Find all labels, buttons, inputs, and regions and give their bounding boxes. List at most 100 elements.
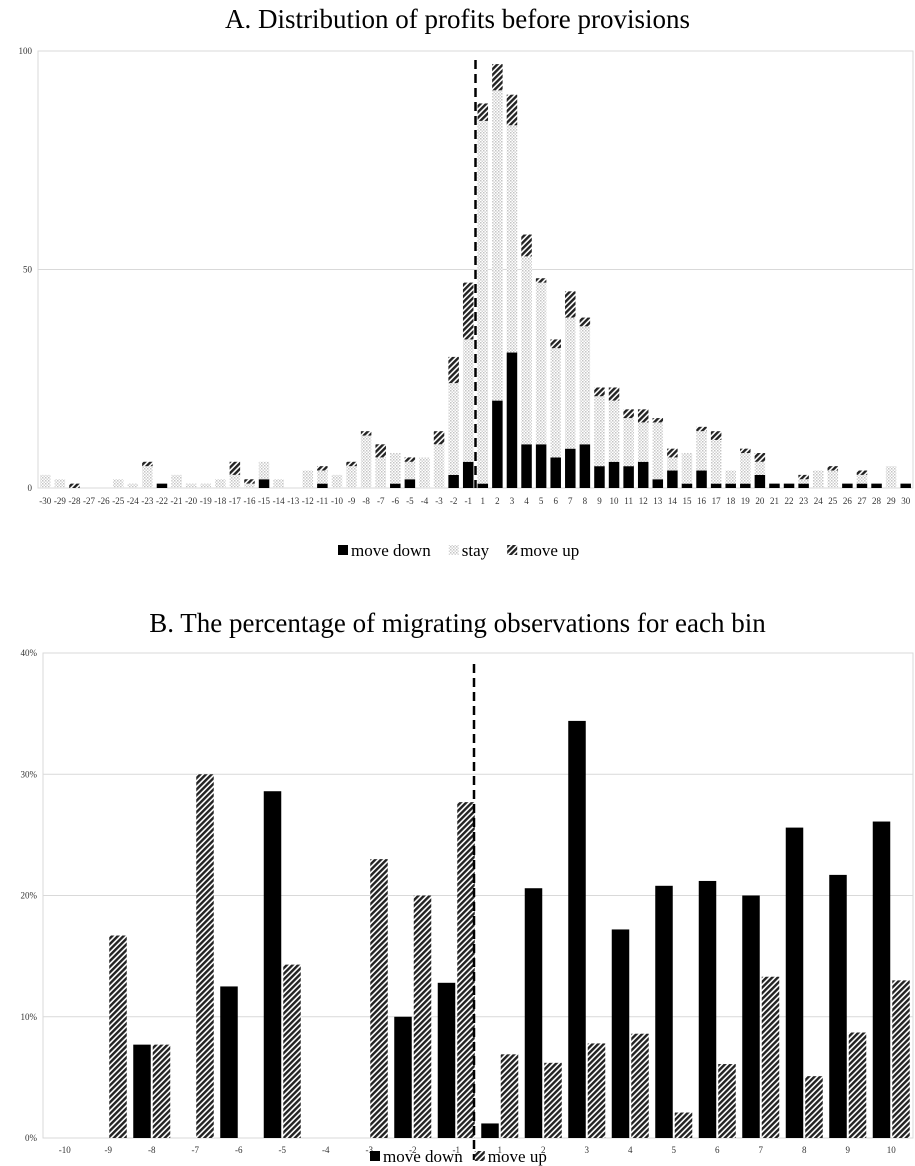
- x-tick-label: -7: [377, 496, 385, 506]
- bar-move-up: [283, 964, 301, 1138]
- x-tick-label: 8: [583, 496, 588, 506]
- legend-swatch: [448, 545, 459, 555]
- legend-label: move up: [488, 1147, 547, 1166]
- chart-a-title: A. Distribution of profits before provis…: [225, 4, 690, 34]
- x-tick-label: -16: [243, 496, 255, 506]
- bar-move-down: [568, 720, 586, 1138]
- bar-stay: [390, 453, 401, 484]
- bar-move-up: [492, 64, 503, 91]
- x-tick-label: -10: [331, 496, 343, 506]
- bar-stay: [506, 125, 518, 353]
- legend-label: move up: [520, 541, 579, 560]
- x-tick-label: 6: [715, 1145, 720, 1155]
- bar-move-up: [69, 483, 80, 488]
- bar-stay: [433, 444, 445, 488]
- bar-move-down: [742, 895, 760, 1138]
- bar-move-down: [900, 483, 911, 488]
- x-tick-label: -29: [54, 496, 66, 506]
- bar-move-down: [740, 483, 751, 488]
- bar-move-down: [220, 986, 238, 1138]
- bar-move-down: [524, 888, 543, 1138]
- bar-move-down: [725, 483, 736, 488]
- bar-move-down: [856, 483, 868, 488]
- x-tick-label: -10: [59, 1145, 71, 1155]
- bar-stay: [565, 317, 576, 449]
- bar-move-down: [872, 821, 891, 1138]
- bar-stay: [550, 348, 561, 458]
- x-tick-label: 26: [843, 496, 853, 506]
- x-tick-label: -8: [148, 1145, 156, 1155]
- y-tick-label: 30%: [21, 769, 38, 779]
- bar-move-down: [710, 483, 722, 488]
- x-tick-label: -15: [258, 496, 270, 506]
- x-tick-label: -2: [450, 496, 458, 506]
- bar-move-up: [229, 461, 241, 475]
- bar-stay: [302, 470, 314, 488]
- bar-stay: [477, 120, 489, 484]
- bar-move-up: [740, 448, 751, 454]
- bar-move-down: [535, 444, 547, 488]
- x-tick-label: 19: [741, 496, 751, 506]
- x-tick-label: 5: [539, 496, 544, 506]
- bar-move-down: [390, 483, 401, 488]
- x-tick-label: 18: [726, 496, 736, 506]
- bar-move-down: [565, 448, 576, 488]
- x-tick-label: 3: [510, 496, 515, 506]
- x-tick-label: -5: [406, 496, 414, 506]
- bar-move-up: [718, 1064, 736, 1138]
- bar-move-down: [754, 474, 766, 488]
- x-tick-label: 20: [755, 496, 765, 506]
- bar-stay: [710, 439, 722, 484]
- x-tick-label: -6: [235, 1145, 243, 1155]
- x-tick-label: -4: [322, 1145, 330, 1155]
- y-tick-label: 0: [28, 483, 33, 493]
- bar-move-up: [696, 426, 707, 432]
- x-tick-label: -28: [68, 496, 80, 506]
- chart-b-title: B. The percentage of migrating observati…: [149, 608, 766, 638]
- bar-stay: [856, 474, 868, 484]
- bar-stay: [652, 422, 664, 480]
- bar-move-down: [829, 874, 847, 1138]
- bar-move-down: [637, 461, 649, 488]
- bar-move-down: [263, 791, 282, 1138]
- bar-move-up: [805, 1076, 823, 1138]
- bar-stay: [244, 483, 255, 488]
- bar-stay: [885, 466, 897, 488]
- bar-stay: [185, 483, 197, 488]
- bar-stay: [754, 461, 766, 475]
- x-tick-label: -3: [435, 496, 443, 506]
- bar-move-down: [611, 929, 630, 1138]
- x-tick-label: 24: [814, 496, 824, 506]
- bar-stay: [579, 326, 591, 445]
- bar-move-up: [317, 466, 328, 471]
- x-tick-label: -17: [229, 496, 241, 506]
- x-tick-label: -30: [39, 496, 51, 506]
- x-tick-label: -9: [348, 496, 356, 506]
- bar-stay: [696, 431, 707, 471]
- bar-move-down: [258, 479, 270, 488]
- x-tick-label: -19: [200, 496, 212, 506]
- x-tick-label: 13: [653, 496, 663, 506]
- x-tick-label: 17: [712, 496, 722, 506]
- bar-move-up: [360, 431, 372, 436]
- bar-move-up: [535, 278, 547, 283]
- x-tick-label: 1: [481, 496, 486, 506]
- x-tick-label: 1: [498, 1145, 503, 1155]
- bar-stay: [171, 474, 182, 488]
- bar-stay: [317, 470, 328, 484]
- bar-stay: [229, 474, 241, 488]
- bar-move-down: [698, 880, 717, 1138]
- bar-stay: [798, 479, 809, 484]
- bar-move-down: [506, 352, 518, 488]
- x-tick-label: 9: [597, 496, 602, 506]
- x-tick-label: -1: [453, 1145, 461, 1155]
- x-tick-label: 25: [828, 496, 838, 506]
- x-tick-label: -8: [362, 496, 370, 506]
- bar-move-up: [637, 409, 649, 423]
- bar-move-down: [623, 466, 634, 488]
- x-tick-label: 5: [672, 1145, 677, 1155]
- bar-move-up: [631, 1033, 649, 1138]
- bar-move-down: [437, 982, 456, 1138]
- x-tick-label: 16: [697, 496, 707, 506]
- x-tick-label: 8: [802, 1145, 807, 1155]
